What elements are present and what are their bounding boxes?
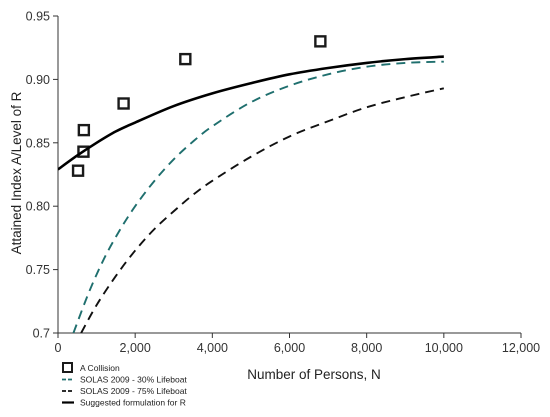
legend-label: SOLAS 2009 - 75% Lifeboat	[80, 386, 187, 396]
y-axis-title: Attained Index A/Level of R	[9, 91, 24, 254]
legend-label: A Collision	[80, 363, 120, 373]
legend-label: SOLAS 2009 - 30% Lifeboat	[80, 375, 187, 385]
a-collision-marker-5	[179, 52, 192, 66]
y-tick-label: 0.80	[26, 200, 50, 214]
a-collision-marker-3	[77, 123, 91, 137]
legend-marker-swatch	[62, 362, 73, 373]
y-tick-label: 0.75	[26, 263, 50, 277]
ticks: 0 2,000 4,000 6,000 8,000 10,000 12,000 0.7 0.75…	[26, 10, 541, 356]
y-tick-label: 0.90	[26, 73, 50, 87]
y-tick-label: 0.85	[26, 136, 50, 150]
a-collision-marker-6	[314, 35, 327, 48]
a-collision-marker-4	[117, 97, 130, 110]
a-collision-marker-1	[71, 164, 85, 177]
series-line-2	[72, 60, 444, 333]
x-axis-title: Number of Persons, N	[247, 367, 381, 382]
legend-label: Suggested formulation for R	[80, 398, 186, 408]
x-tick-label: 0	[55, 341, 62, 355]
y-tick-label: 0.7	[33, 327, 50, 341]
x-tick-label: 6,000	[274, 341, 305, 355]
x-tick-label: 8,000	[351, 341, 382, 355]
axes	[57, 16, 521, 334]
x-tick-label: 12,000	[502, 341, 540, 355]
series-line-4	[58, 55, 444, 171]
series-layer	[58, 35, 445, 333]
x-tick-label: 4,000	[197, 341, 228, 355]
series-line-3	[80, 87, 445, 333]
y-tick-label: 0.95	[26, 10, 50, 24]
legend: A Collision SOLAS 2009 - 30% LifeboatSOLA…	[62, 362, 187, 408]
x-tick-label: 2,000	[120, 341, 151, 355]
x-tick-label: 10,000	[425, 341, 463, 355]
